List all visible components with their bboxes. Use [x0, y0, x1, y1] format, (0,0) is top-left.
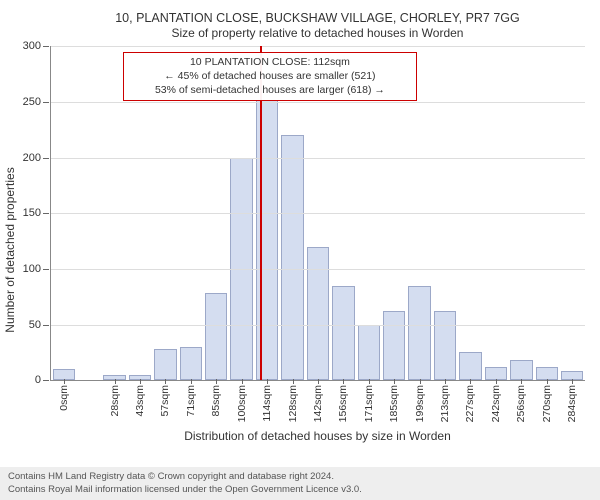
bar: 28sqm	[103, 375, 125, 381]
x-tick	[369, 379, 370, 384]
y-tick-label: 300	[23, 40, 41, 52]
x-tick	[318, 379, 319, 384]
bar: 185sqm	[383, 311, 405, 380]
y-tick	[43, 213, 49, 214]
infobox-line1: 10 PLANTATION CLOSE: 112sqm	[132, 56, 408, 70]
x-tick-label: 199sqm	[414, 385, 426, 422]
x-tick	[64, 379, 65, 384]
infobox-line3: 53% of semi-detached houses are larger (…	[132, 84, 408, 98]
x-tick-label: 213sqm	[439, 385, 451, 422]
y-tick-label: 50	[29, 319, 41, 331]
x-tick-label: 128sqm	[287, 385, 299, 422]
bar: 128sqm	[281, 135, 303, 380]
x-tick-label: 242sqm	[490, 385, 502, 422]
x-tick	[445, 379, 446, 384]
x-tick-label: 171sqm	[363, 385, 375, 422]
bar: 199sqm	[408, 286, 430, 381]
y-tick-label: 0	[35, 374, 41, 386]
y-tick-label: 100	[23, 263, 41, 275]
x-tick	[343, 379, 344, 384]
bar: 0sqm	[53, 369, 75, 380]
x-tick	[165, 379, 166, 384]
bar: 43sqm	[129, 375, 151, 381]
gridline	[51, 158, 585, 159]
bar: 213sqm	[434, 311, 456, 380]
x-tick	[115, 379, 116, 384]
x-tick-label: 114sqm	[261, 385, 273, 422]
x-tick-label: 185sqm	[388, 385, 400, 422]
bar: 57sqm	[154, 349, 176, 380]
x-tick-label: 85sqm	[210, 385, 222, 417]
y-tick	[43, 380, 49, 381]
x-tick	[420, 379, 421, 384]
gridline	[51, 213, 585, 214]
bar: 142sqm	[307, 247, 329, 381]
bar: 156sqm	[332, 286, 354, 381]
gridline	[51, 102, 585, 103]
x-tick-label: 284sqm	[566, 385, 578, 422]
bar: 171sqm	[358, 325, 380, 381]
footer: Contains HM Land Registry data © Crown c…	[0, 467, 600, 500]
y-tick	[43, 158, 49, 159]
bar: 256sqm	[510, 360, 532, 380]
x-tick-label: 71sqm	[185, 385, 197, 417]
chart-subtitle: Size of property relative to detached ho…	[50, 26, 585, 40]
x-tick	[293, 379, 294, 384]
chart-title: 10, PLANTATION CLOSE, BUCKSHAW VILLAGE, …	[50, 10, 585, 26]
y-tick-label: 250	[23, 96, 41, 108]
bar: 242sqm	[485, 367, 507, 380]
x-tick	[191, 379, 192, 384]
y-tick-label: 150	[23, 207, 41, 219]
x-tick-label: 100sqm	[236, 385, 248, 422]
plot-region: 0sqm14sqm28sqm43sqm57sqm71sqm85sqm100sqm…	[50, 46, 585, 381]
x-tick	[470, 379, 471, 384]
x-tick-label: 156sqm	[337, 385, 349, 422]
x-axis-title: Distribution of detached houses by size …	[50, 429, 585, 443]
gridline	[51, 46, 585, 47]
x-tick	[521, 379, 522, 384]
x-tick-label: 0sqm	[58, 385, 70, 411]
x-tick	[140, 379, 141, 384]
gridline	[51, 325, 585, 326]
y-tick	[43, 269, 49, 270]
footer-line1: Contains HM Land Registry data © Crown c…	[8, 471, 592, 483]
x-tick	[216, 379, 217, 384]
x-tick-label: 43sqm	[134, 385, 146, 417]
y-tick	[43, 102, 49, 103]
y-tick	[43, 325, 49, 326]
x-tick	[572, 379, 573, 384]
y-axis-title: Number of detached properties	[3, 167, 17, 332]
x-tick-label: 256sqm	[515, 385, 527, 422]
x-tick	[496, 379, 497, 384]
x-tick	[242, 379, 243, 384]
y-tick-label: 200	[23, 152, 41, 164]
x-tick	[394, 379, 395, 384]
infobox-line2: ← 45% of detached houses are smaller (52…	[132, 70, 408, 84]
x-tick-label: 57sqm	[159, 385, 171, 417]
property-info-box: 10 PLANTATION CLOSE: 112sqm ← 45% of det…	[123, 52, 417, 101]
bar: 270sqm	[536, 367, 558, 380]
bar: 284sqm	[561, 371, 583, 380]
bar: 71sqm	[180, 347, 202, 380]
x-tick-label: 227sqm	[464, 385, 476, 422]
gridline	[51, 269, 585, 270]
x-tick-label: 142sqm	[312, 385, 324, 422]
x-tick-label: 28sqm	[109, 385, 121, 417]
bar: 114sqm	[256, 100, 278, 381]
footer-line2: Contains Royal Mail information licensed…	[8, 484, 592, 496]
y-tick	[43, 46, 49, 47]
chart-area: 10, PLANTATION CLOSE, BUCKSHAW VILLAGE, …	[50, 10, 585, 445]
x-tick-label: 270sqm	[541, 385, 553, 422]
bar: 85sqm	[205, 293, 227, 380]
x-tick	[547, 379, 548, 384]
bar: 227sqm	[459, 352, 481, 380]
x-tick	[267, 379, 268, 384]
